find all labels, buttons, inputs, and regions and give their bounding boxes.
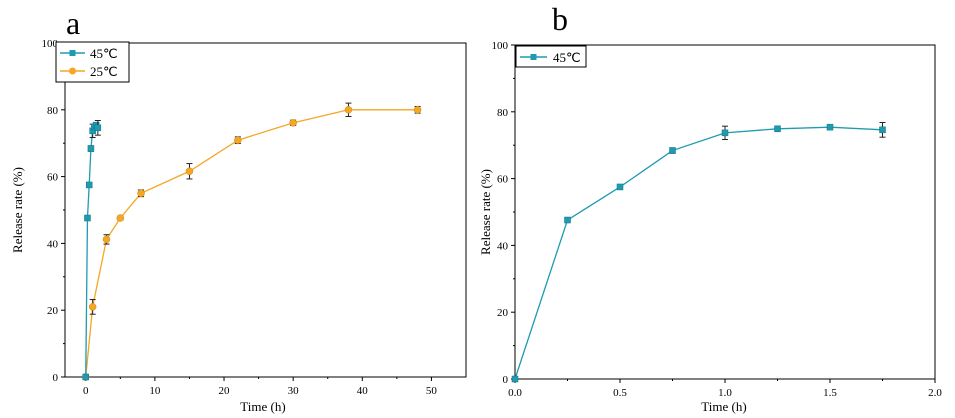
- legend-box-a: [55, 41, 130, 83]
- data-point-25c: [137, 189, 145, 198]
- x-tick-label: 40: [357, 385, 369, 397]
- y-tick-label: 0: [503, 374, 509, 386]
- data-point-25c: [413, 106, 422, 114]
- x-axis-b: 0.0 0.5 1.0 1.5 2.0: [508, 379, 942, 399]
- x-tick-label: 1.5: [823, 387, 837, 399]
- data-point-25c: [344, 106, 353, 114]
- series-line-45c: [514, 126, 883, 380]
- series-group-b: [511, 121, 886, 383]
- data-point-45c: [85, 181, 93, 189]
- y-axis-title-a: Release rate (%): [10, 167, 25, 253]
- y-tick-label: 20: [497, 307, 509, 319]
- data-point-45c: [879, 126, 886, 134]
- x-tick-label: 0.0: [508, 387, 522, 399]
- data-point-45c: [84, 214, 91, 222]
- data-point-45c: [511, 375, 519, 383]
- y-tick-label: 20: [47, 305, 59, 317]
- x-tick-label: 1.0: [718, 387, 732, 399]
- plot-frame-b: [514, 44, 936, 380]
- legend-label-25: 25℃: [90, 64, 118, 79]
- data-point-45c: [94, 124, 102, 132]
- legend-b: 45℃: [515, 45, 587, 68]
- x-tick-label: 30: [288, 385, 300, 397]
- y-tick-label: 60: [47, 172, 59, 184]
- x-tick-label: 20: [219, 385, 231, 397]
- data-point-25c: [116, 214, 125, 222]
- panel-a-letter: a: [66, 5, 80, 41]
- y-tick-label: 60: [497, 174, 509, 186]
- legend-a: 45℃ 25℃: [55, 41, 130, 83]
- data-point-25c: [234, 136, 242, 144]
- data-point-25c: [289, 119, 297, 127]
- data-point-45c: [564, 216, 571, 224]
- series-group-a: [81, 102, 422, 381]
- data-point-45c: [669, 147, 676, 154]
- x-axis-title-b: Time (h): [701, 399, 746, 414]
- panel-b-letter: b: [552, 1, 568, 37]
- series-line-45c: [85, 124, 99, 378]
- y-axis-a: 0 20 40 60 80 100: [42, 38, 65, 384]
- x-tick-label: 0.5: [613, 387, 627, 399]
- series-line-25c: [85, 109, 418, 378]
- legend-label-b-45: 45℃: [553, 50, 581, 65]
- y-axis-b: 0 20 40 60 80 100: [492, 40, 515, 386]
- legend-marker-45: [69, 50, 76, 56]
- x-tick-label: 50: [426, 385, 438, 397]
- data-point-25c: [88, 303, 97, 311]
- data-point-25c: [185, 167, 194, 176]
- chart-panel-b: 0 20 40 60 80 100 0.0 0.5 1.0 1.5 2.0 Time (h) Re…: [478, 40, 942, 414]
- y-tick-label: 0: [53, 372, 59, 384]
- y-tick-label: 40: [47, 238, 59, 250]
- x-tick-label: 2.0: [928, 387, 942, 399]
- legend-box-b: [515, 45, 587, 68]
- legend-label-45: 45℃: [90, 46, 118, 61]
- y-tick-label: 80: [497, 107, 509, 119]
- data-point-25c: [102, 235, 111, 244]
- y-tick-label: 80: [47, 105, 59, 117]
- x-axis-a: 0 10 20 30 40 50: [83, 377, 437, 397]
- chart-panel-a: 0 20 40 60 80 100 0 10 20 30 40 50 Time (h) Releas…: [10, 38, 467, 414]
- y-tick-label: 100: [492, 40, 509, 52]
- legend-marker-25: [69, 67, 76, 75]
- y-tick-label: 100: [42, 38, 59, 50]
- data-point-45c: [721, 129, 729, 137]
- data-point-45c: [774, 125, 781, 133]
- legend-marker-b-45: [530, 54, 537, 60]
- x-tick-label: 0: [83, 385, 89, 397]
- y-tick-label: 40: [497, 240, 509, 252]
- data-point-45c: [616, 183, 624, 191]
- x-tick-label: 10: [149, 385, 161, 397]
- data-point-45c: [826, 123, 834, 131]
- y-axis-title-b: Release rate (%): [478, 169, 493, 255]
- data-point-45c: [87, 145, 95, 152]
- data-point-45c: [82, 373, 89, 381]
- x-axis-title-a: Time (h): [240, 399, 285, 414]
- plot-frame-a: [64, 42, 467, 378]
